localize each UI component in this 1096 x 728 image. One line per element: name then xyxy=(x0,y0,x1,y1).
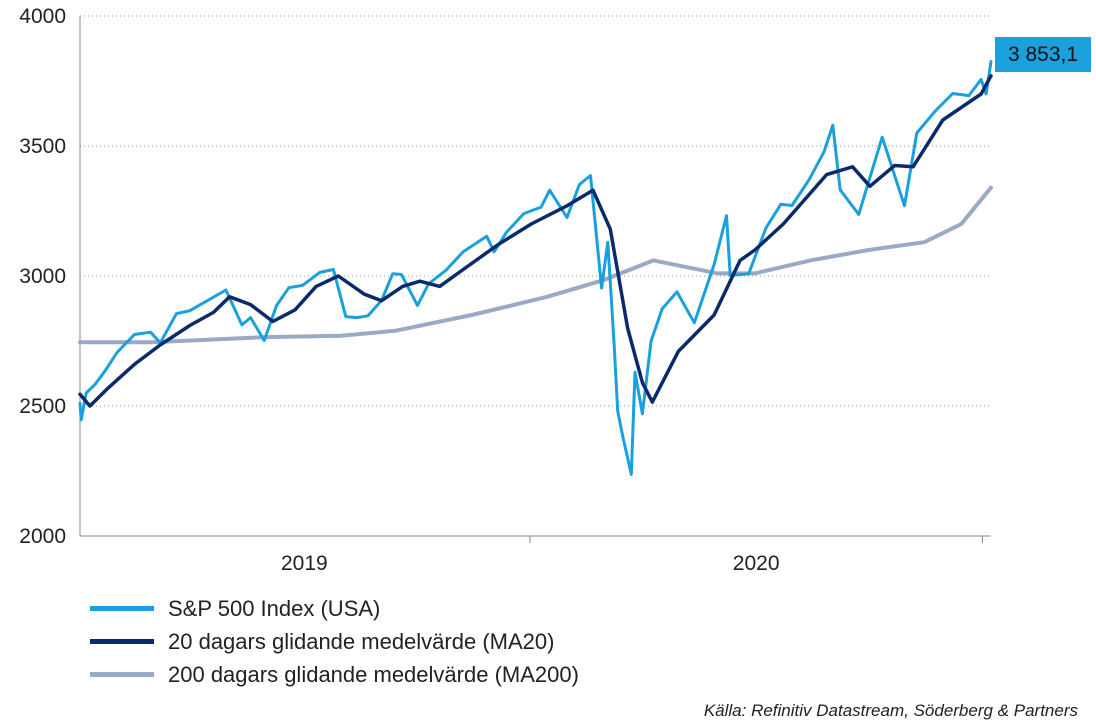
y-tick-label-2500: 2500 xyxy=(19,395,66,418)
legend-item-sp500: S&P 500 Index (USA) xyxy=(90,592,579,625)
legend-item-ma20: 20 dagars glidande medelvärde (MA20) xyxy=(90,625,579,658)
legend: S&P 500 Index (USA) 20 dagars glidande m… xyxy=(90,592,579,691)
x-tick-label-2020: 2020 xyxy=(733,552,780,575)
x-tick-label-2019: 2019 xyxy=(281,552,328,575)
legend-label-ma20: 20 dagars glidande medelvärde (MA20) xyxy=(168,628,555,654)
y-tick-label-4000: 4000 xyxy=(19,5,66,28)
last-value-badge: 3 853,1 xyxy=(995,37,1091,72)
y-tick-label-3000: 3000 xyxy=(19,265,66,288)
series-line-ma20 xyxy=(78,74,993,408)
series-line-sp500 xyxy=(78,60,993,476)
legend-label-ma200: 200 dagars glidande medelvärde (MA200) xyxy=(168,661,579,687)
legend-item-ma200: 200 dagars glidande medelvärde (MA200) xyxy=(90,658,579,691)
legend-swatch-sp500 xyxy=(90,606,154,611)
series-line-ma200 xyxy=(78,185,993,345)
source-note: Källa: Refinitiv Datastream, Söderberg &… xyxy=(703,701,1078,720)
y-tick-label-2000: 2000 xyxy=(19,525,66,548)
legend-swatch-ma200 xyxy=(90,672,154,677)
legend-label-sp500: S&P 500 Index (USA) xyxy=(168,595,381,621)
y-tick-label-3500: 3500 xyxy=(19,135,66,158)
legend-swatch-ma20 xyxy=(90,639,154,644)
